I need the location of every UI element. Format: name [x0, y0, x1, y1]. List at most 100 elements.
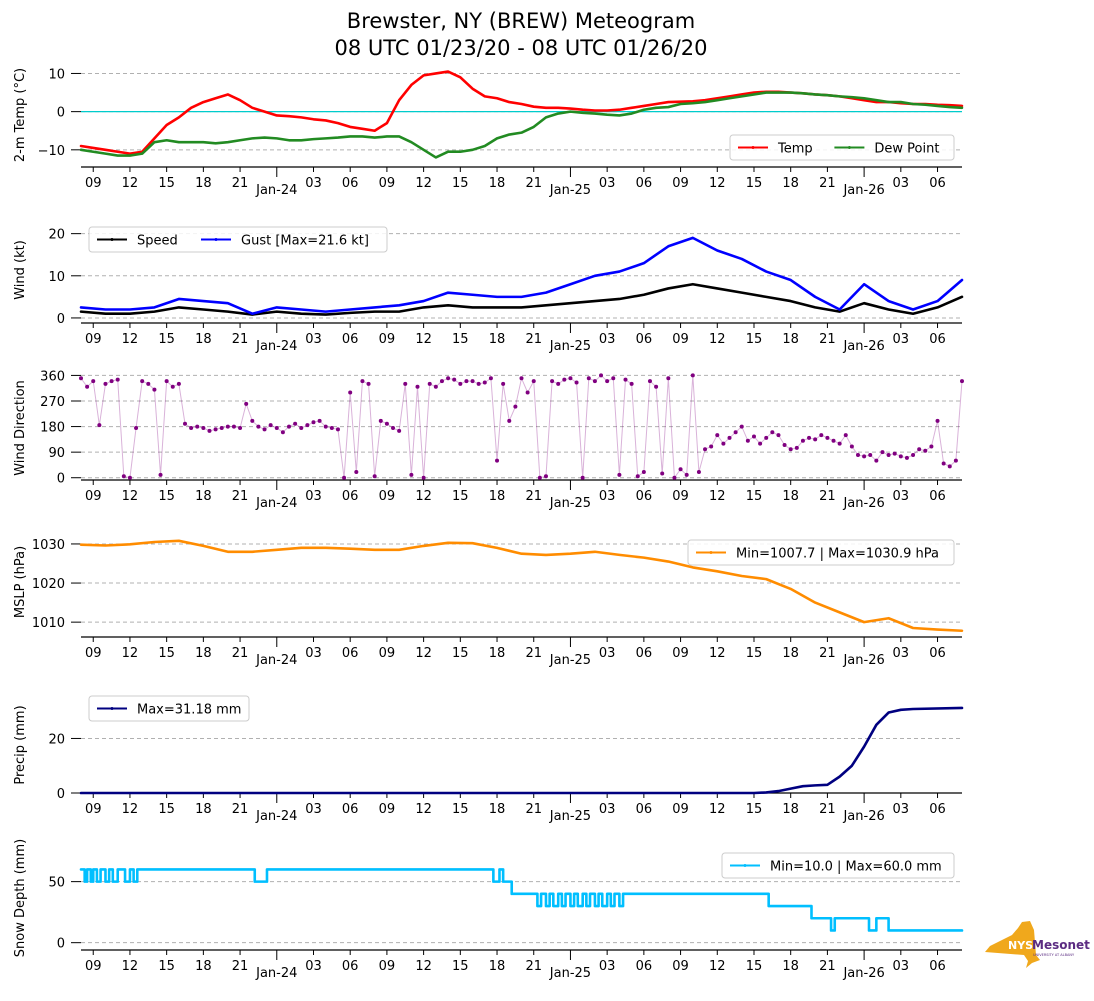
data-point: [947, 464, 952, 469]
x-tick-label: 18: [195, 489, 212, 504]
data-point: [85, 384, 90, 389]
data-point: [623, 377, 628, 382]
y-tick-label: 20: [48, 228, 65, 243]
legend-marker: [743, 864, 747, 867]
y-axis-label: 2-m Temp (°C): [13, 68, 28, 162]
x-tick-label: 18: [782, 646, 799, 661]
data-point: [335, 427, 340, 432]
x-tick-label: 03: [893, 802, 910, 817]
data-point: [550, 379, 555, 384]
legend: Min=1007.7 | Max=1030.9 hPa: [687, 539, 955, 566]
x-tick-label: 09: [85, 802, 102, 817]
x-day-label: Jan-25: [549, 496, 591, 511]
x-tick-label: 15: [158, 332, 175, 347]
y-tick-label: 0: [57, 937, 65, 952]
ny-state-shape-icon: [985, 921, 1040, 968]
panel-temp: −10 0 10 2-m Temp (°C) 09 12 15 18 21 03 06 09 12 15 1…: [13, 67, 964, 198]
x-tick-label: 03: [893, 489, 910, 504]
x-tick-label: 09: [85, 959, 102, 974]
data-point: [140, 379, 145, 384]
data-point: [684, 472, 689, 477]
x-tick-label: 12: [709, 646, 726, 661]
figure-title-line2: 08 UTC 01/23/20 - 08 UTC 01/26/20: [335, 36, 708, 60]
data-point: [488, 376, 493, 381]
series-line: [79, 91, 964, 159]
x-tick-label: 18: [782, 802, 799, 817]
series-speed: [79, 282, 964, 316]
data-point: [935, 418, 940, 423]
x-tick-label: 12: [415, 646, 432, 661]
legend-marker: [110, 238, 114, 241]
x-tick-label: 06: [342, 332, 359, 347]
x-tick-label: 03: [305, 176, 322, 191]
data-point: [709, 444, 714, 449]
data-point: [384, 421, 389, 426]
y-tick-label: 0: [57, 312, 65, 327]
data-point: [244, 401, 249, 406]
y-tick-label: 0: [57, 472, 65, 487]
legend-label: Min=1007.7 | Max=1030.9 hPa: [736, 547, 939, 562]
data-point: [250, 418, 255, 423]
x-tick-label: 15: [746, 489, 763, 504]
x-day-label: Jan-24: [255, 339, 297, 354]
x-tick-label: 21: [819, 489, 836, 504]
x-tick-label: 12: [415, 959, 432, 974]
y-axis-label: Precip (mm): [13, 705, 28, 784]
x-tick-label: 06: [636, 332, 653, 347]
x-tick-label: 12: [122, 646, 139, 661]
data-point: [348, 390, 353, 395]
data-point: [880, 450, 885, 455]
x-tick-label: 06: [342, 646, 359, 661]
x-day-label: Jan-26: [842, 496, 884, 511]
x-tick-label: 12: [709, 959, 726, 974]
x-tick-label: 21: [819, 959, 836, 974]
data-point: [788, 447, 793, 452]
data-point: [366, 381, 371, 386]
data-point: [354, 470, 359, 475]
x-tick-label: 18: [782, 176, 799, 191]
x-tick-label: 09: [672, 489, 689, 504]
data-point: [770, 430, 775, 435]
data-point: [146, 381, 151, 386]
x-tick-label: 09: [85, 332, 102, 347]
data-point: [397, 428, 402, 433]
x-tick-label: 21: [819, 646, 836, 661]
data-point: [605, 379, 610, 384]
x-tick-label: 15: [746, 646, 763, 661]
series-wind-direction: [79, 373, 964, 480]
legend-frame: [88, 226, 388, 253]
data-point: [960, 379, 964, 384]
x-tick-label: 18: [195, 959, 212, 974]
x-tick-label: 12: [122, 332, 139, 347]
data-point: [764, 435, 769, 440]
data-point: [311, 420, 316, 425]
data-point: [672, 475, 677, 480]
data-point: [813, 437, 818, 442]
x-tick-label: 09: [379, 332, 396, 347]
series-line: [79, 282, 964, 316]
x-tick-label: 15: [452, 959, 469, 974]
x-day-label: Jan-24: [255, 653, 297, 668]
data-point: [378, 418, 383, 423]
data-point: [703, 447, 708, 452]
data-point: [721, 441, 726, 446]
x-tick-label: 06: [342, 489, 359, 504]
data-point: [531, 379, 536, 384]
data-point: [898, 454, 903, 459]
nys-mesonet-logo: NYS Mesonet UNIVERSITY AT ALBANY: [985, 921, 1090, 968]
y-axis-label: MSLP (hPa): [13, 546, 28, 618]
x-tick-label: 09: [672, 332, 689, 347]
x-day-label: Jan-24: [255, 966, 297, 981]
data-point: [121, 474, 126, 479]
legend-label: Dew Point: [874, 142, 939, 157]
data-point: [238, 425, 243, 430]
x-tick-label: 09: [379, 802, 396, 817]
x-tick-label: 03: [305, 802, 322, 817]
data-point: [439, 379, 444, 384]
y-axis-label: Wind Direction: [13, 380, 28, 476]
x-tick-label: 18: [489, 802, 506, 817]
data-point: [599, 373, 604, 378]
panel-mslp: 1010 1020 1030 MSLP (hPa) 09 12 15 18 21 03 06 09 12…: [13, 538, 964, 668]
